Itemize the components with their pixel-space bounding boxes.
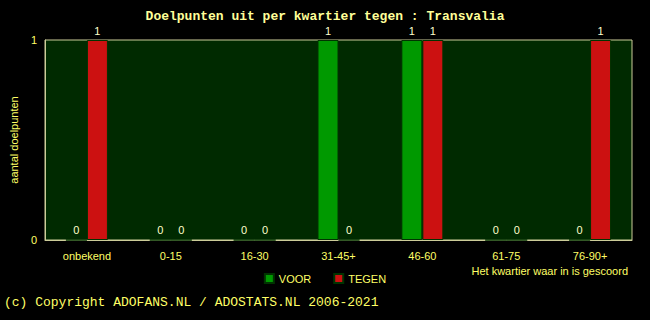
svg-text:16-30: 16-30 — [241, 250, 269, 262]
svg-text:0: 0 — [346, 224, 352, 236]
svg-text:0-15: 0-15 — [160, 250, 182, 262]
svg-text:1: 1 — [598, 25, 604, 37]
svg-text:1: 1 — [31, 34, 37, 46]
svg-text:0: 0 — [178, 224, 184, 236]
svg-text:aantal doelpunten: aantal doelpunten — [8, 96, 20, 183]
svg-text:61-75: 61-75 — [492, 250, 520, 262]
svg-text:1: 1 — [325, 25, 331, 37]
svg-text:31-45+: 31-45+ — [321, 250, 356, 262]
svg-text:0: 0 — [73, 224, 79, 236]
svg-text:76-90+: 76-90+ — [573, 250, 608, 262]
svg-text:TEGEN: TEGEN — [348, 273, 386, 285]
svg-text:1: 1 — [409, 25, 415, 37]
svg-text:0: 0 — [493, 224, 499, 236]
svg-text:Doelpunten uit per kwartier te: Doelpunten uit per kwartier tegen : Tran… — [146, 9, 505, 24]
svg-text:1: 1 — [430, 25, 436, 37]
svg-text:0: 0 — [262, 224, 268, 236]
svg-text:46-60: 46-60 — [408, 250, 436, 262]
svg-text:(c) Copyright ADOFANS.NL / ADO: (c) Copyright ADOFANS.NL / ADOSTATS.NL 2… — [4, 295, 379, 310]
svg-text:0: 0 — [241, 224, 247, 236]
svg-text:0: 0 — [157, 224, 163, 236]
svg-text:VOOR: VOOR — [279, 273, 311, 285]
svg-text:Het kwartier waar in is gescoo: Het kwartier waar in is gescoord — [471, 265, 628, 277]
svg-text:0: 0 — [31, 234, 37, 246]
svg-text:1: 1 — [94, 25, 100, 37]
svg-text:0: 0 — [577, 224, 583, 236]
svg-text:onbekend: onbekend — [63, 250, 111, 262]
svg-text:0: 0 — [514, 224, 520, 236]
